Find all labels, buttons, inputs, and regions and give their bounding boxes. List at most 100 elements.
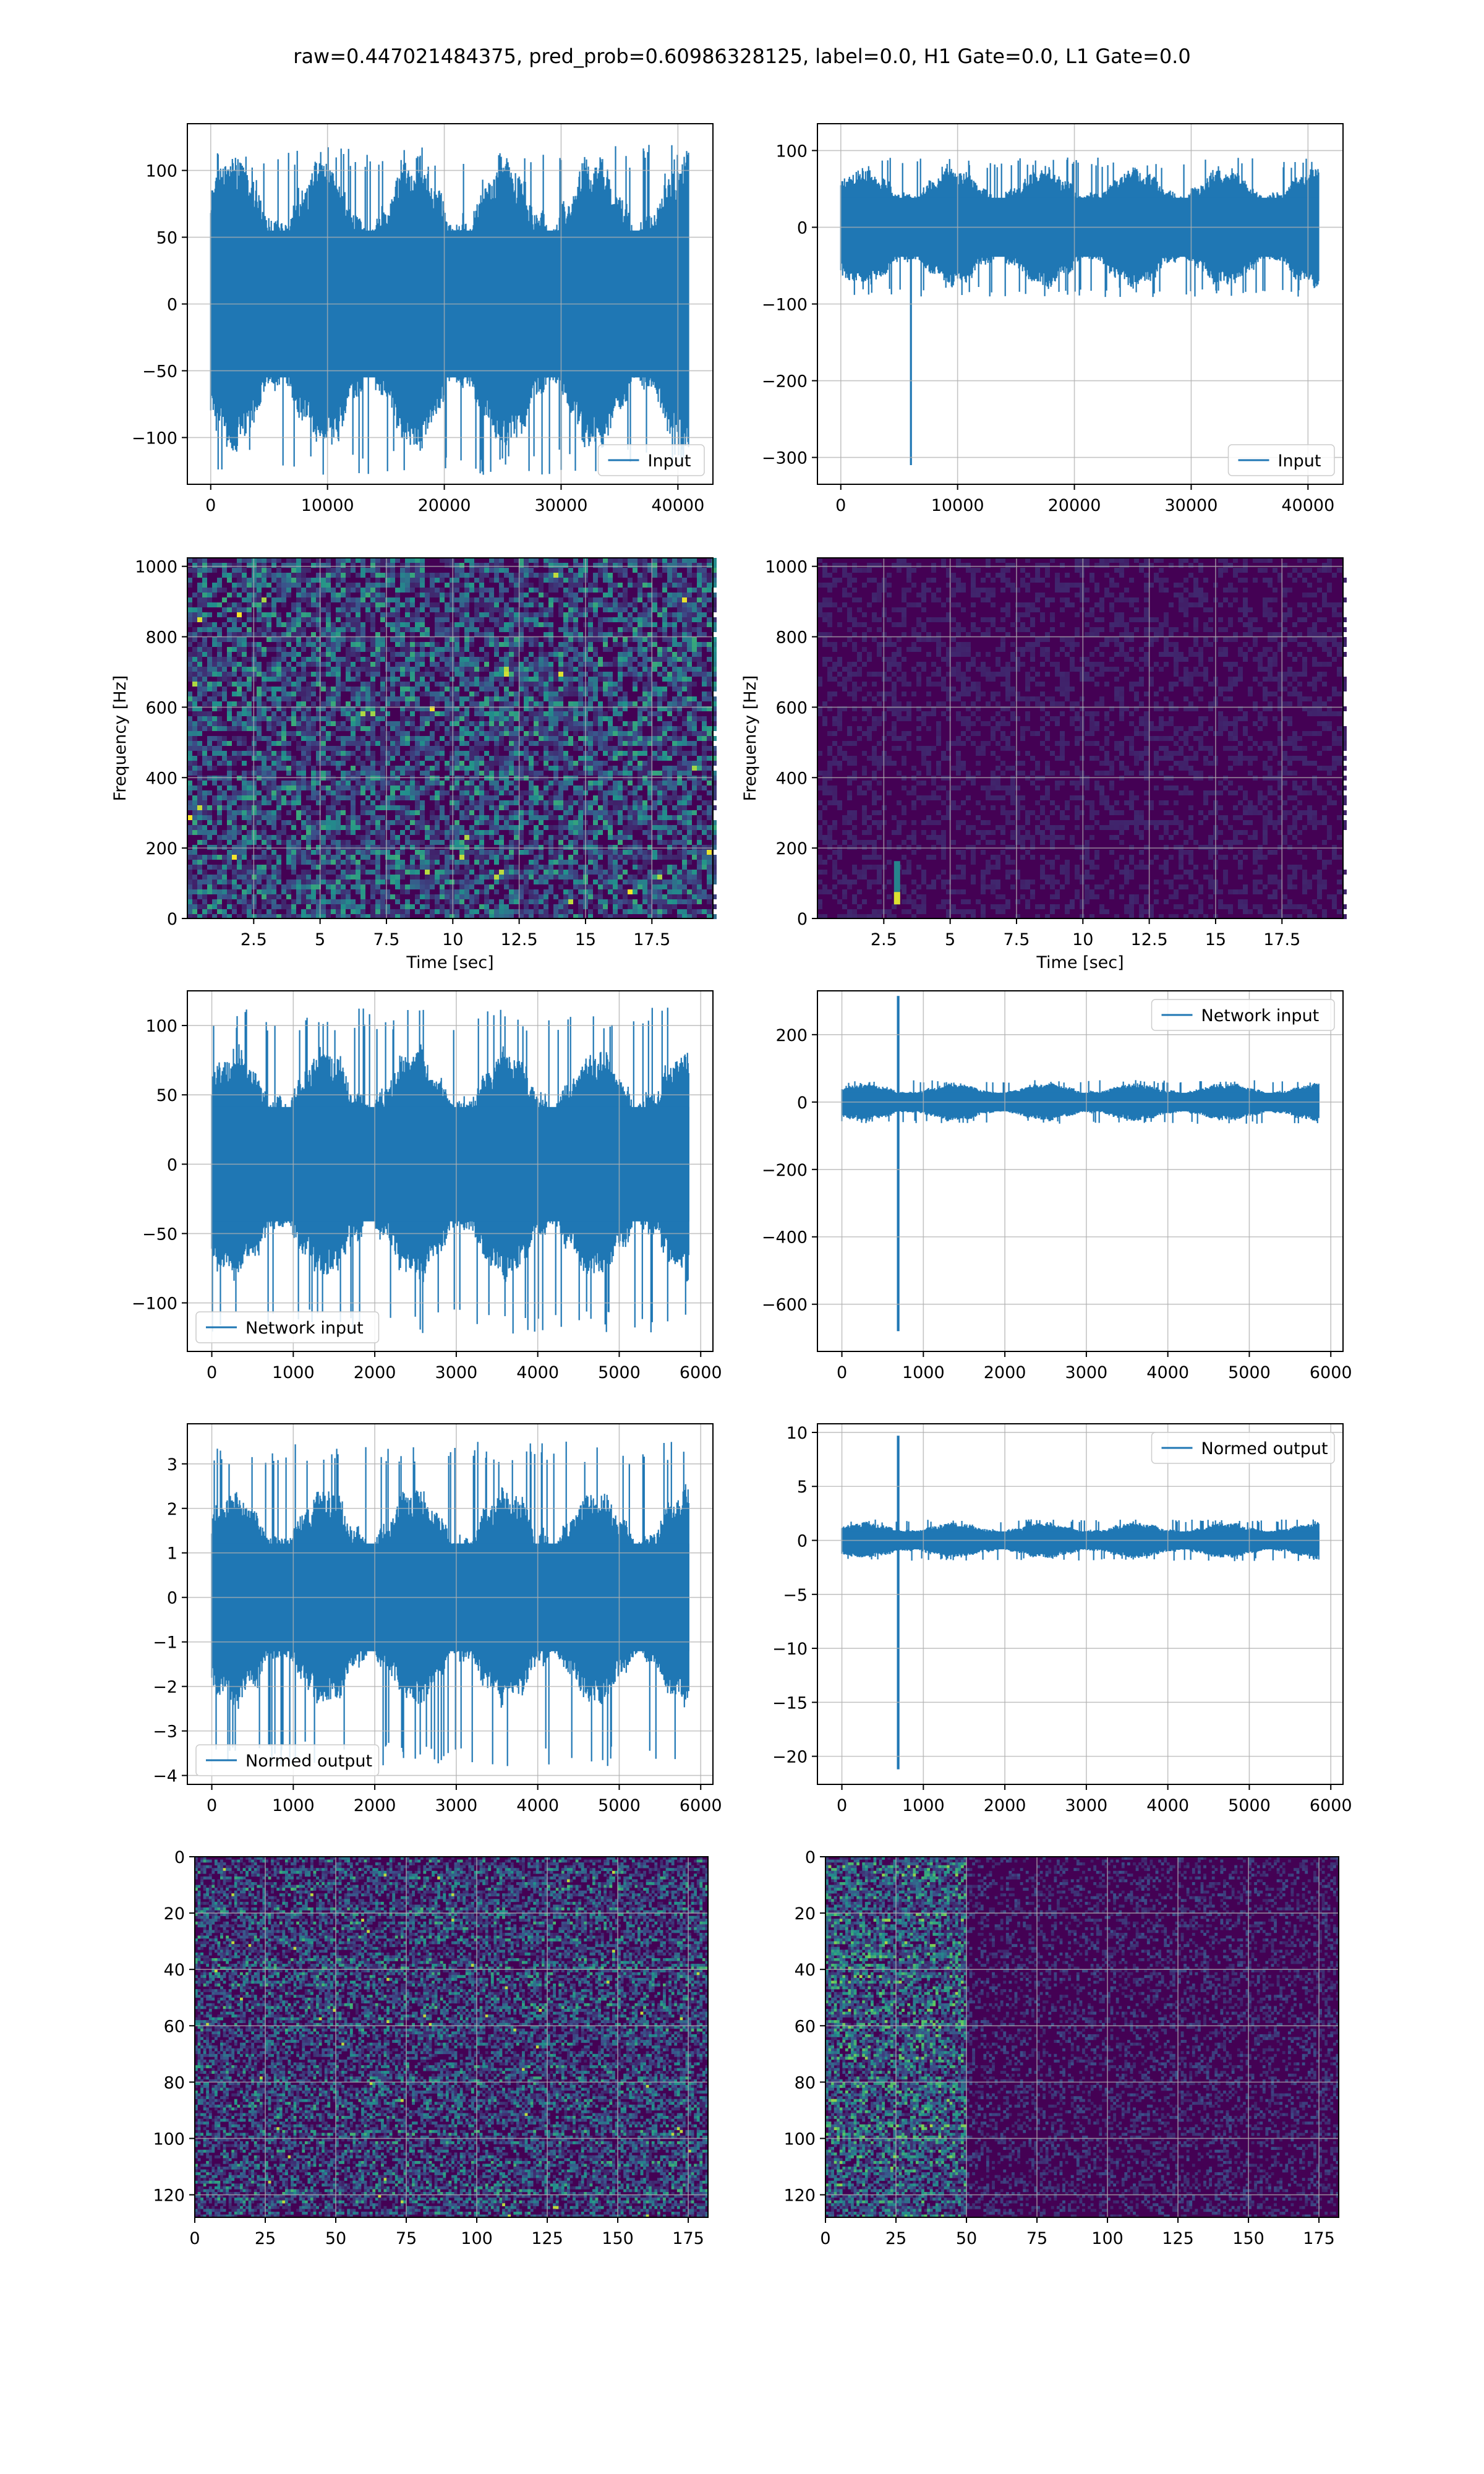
heatmap-cell: [484, 815, 489, 820]
legend: Input: [1229, 445, 1335, 476]
heatmap-cell: [291, 617, 296, 622]
heatmap-cell: [450, 860, 454, 865]
heatmap-cell: [415, 627, 420, 632]
heatmap-cell: [642, 781, 647, 785]
heatmap-cell: [499, 850, 504, 855]
heatmap-cell: [603, 642, 608, 647]
heatmap-cell: [657, 795, 662, 800]
heatmap-cell: [326, 850, 331, 855]
heatmap-cell: [608, 687, 613, 691]
heatmap-cell: [494, 578, 499, 583]
heatmap-cell: [390, 578, 395, 583]
heatmap-cell: [247, 810, 252, 815]
heatmap-cell: [638, 810, 642, 815]
heatmap-cell: [435, 795, 440, 800]
heatmap-cell: [514, 795, 519, 800]
heatmap-cell: [425, 716, 430, 721]
heatmap-cell: [608, 588, 613, 593]
heatmap-cell: [257, 593, 262, 597]
heatmap-cell: [578, 855, 583, 860]
heatmap-cell: [281, 677, 286, 682]
heatmap-cell: [553, 583, 558, 588]
heatmap-cell: [336, 721, 341, 726]
heatmap-cell: [563, 588, 568, 593]
heatmap-cell: [286, 865, 291, 870]
heatmap-cell: [237, 741, 242, 746]
heatmap-cell: [301, 721, 306, 726]
heatmap-cell: [618, 563, 623, 568]
heatmap-cell: [593, 751, 598, 756]
heatmap-cell: [321, 795, 326, 800]
heatmap-cell: [192, 746, 197, 751]
heatmap-cell: [548, 682, 553, 687]
heatmap-cell: [692, 766, 697, 771]
heatmap-cell: [652, 785, 657, 790]
heatmap-cell: [642, 771, 647, 776]
heatmap-cell: [291, 568, 296, 573]
heatmap-cell: [469, 627, 474, 632]
heatmap-cell: [435, 835, 440, 840]
heatmap-cell: [662, 771, 667, 776]
heatmap-cell: [351, 607, 356, 612]
heatmap-cell: [341, 751, 346, 756]
heatmap-cell: [657, 652, 662, 657]
heatmap-cell: [677, 830, 682, 835]
heatmap-cell: [578, 682, 583, 687]
heatmap-cell: [657, 716, 662, 721]
heatmap-cell: [380, 593, 385, 597]
heatmap-cell: [573, 835, 578, 840]
heatmap-cell: [573, 766, 578, 771]
heatmap-cell: [544, 840, 548, 845]
heatmap-cell: [450, 716, 454, 721]
heatmap-cell: [489, 736, 494, 741]
heatmap-cell: [667, 647, 672, 652]
heatmap-cell: [341, 612, 346, 617]
heatmap-cell: [267, 771, 271, 776]
heatmap-cell: [326, 588, 331, 593]
heatmap-cell: [603, 761, 608, 766]
heatmap-cell: [608, 602, 613, 607]
heatmap-cell: [281, 795, 286, 800]
heatmap-cell: [247, 726, 252, 731]
heatmap-cell: [697, 795, 702, 800]
heatmap-cell: [420, 711, 425, 716]
heatmap-cell: [553, 731, 558, 736]
heatmap-cell: [450, 840, 454, 845]
heatmap-cell: [207, 820, 212, 825]
heatmap-cell: [687, 850, 692, 855]
heatmap-cell: [652, 568, 657, 573]
heatmap-cell: [544, 751, 548, 756]
heatmap-cell: [464, 756, 469, 761]
heatmap-cell: [360, 657, 365, 662]
heatmap-cell: [207, 746, 212, 751]
heatmap-cell: [548, 701, 553, 706]
heatmap-cell: [479, 781, 484, 785]
heatmap-cell: [405, 662, 410, 667]
heatmap-cell: [207, 622, 212, 627]
heatmap-cell: [331, 756, 336, 761]
heatmap-cell: [573, 860, 578, 865]
heatmap-cell: [697, 785, 702, 790]
heatmap-cell: [346, 785, 351, 790]
heatmap-cell: [608, 865, 613, 870]
heatmap-cell: [558, 860, 563, 865]
heatmap-cell: [509, 845, 514, 850]
heatmap-cell: [707, 865, 712, 870]
heatmap-cell: [474, 607, 479, 612]
heatmap-cell: [420, 746, 425, 751]
heatmap-cell: [702, 563, 707, 568]
heatmap-cell: [672, 602, 677, 607]
heatmap-cell: [628, 820, 633, 825]
heatmap-cell: [608, 815, 613, 820]
heatmap-cell: [370, 563, 375, 568]
heatmap-cell: [697, 662, 702, 667]
heatmap-cell: [395, 736, 400, 741]
heatmap-cell: [192, 845, 197, 850]
heatmap-cell: [410, 612, 415, 617]
heatmap-cell: [687, 607, 692, 612]
heatmap-cell: [573, 593, 578, 597]
heatmap-cell: [672, 617, 677, 622]
heatmap-cell: [509, 583, 514, 588]
heatmap-cell: [390, 627, 395, 632]
heatmap-cell: [563, 578, 568, 583]
